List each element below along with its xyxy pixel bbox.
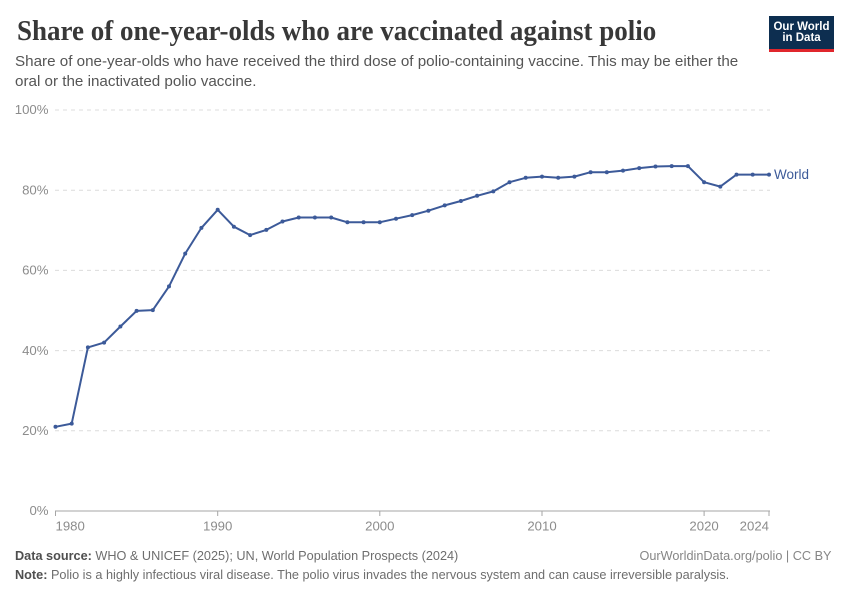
svg-text:0%: 0% <box>29 503 48 518</box>
svg-text:2010: 2010 <box>527 519 556 534</box>
svg-text:100%: 100% <box>15 102 49 117</box>
svg-text:80%: 80% <box>22 182 49 197</box>
svg-text:40%: 40% <box>22 343 49 358</box>
svg-text:2000: 2000 <box>365 519 394 534</box>
svg-text:60%: 60% <box>22 263 49 278</box>
svg-text:1990: 1990 <box>203 519 232 534</box>
svg-text:2024: 2024 <box>740 519 769 534</box>
svg-text:20%: 20% <box>22 423 49 438</box>
svg-text:2020: 2020 <box>689 519 718 534</box>
svg-text:World: World <box>774 167 809 182</box>
svg-text:1980: 1980 <box>56 519 85 534</box>
